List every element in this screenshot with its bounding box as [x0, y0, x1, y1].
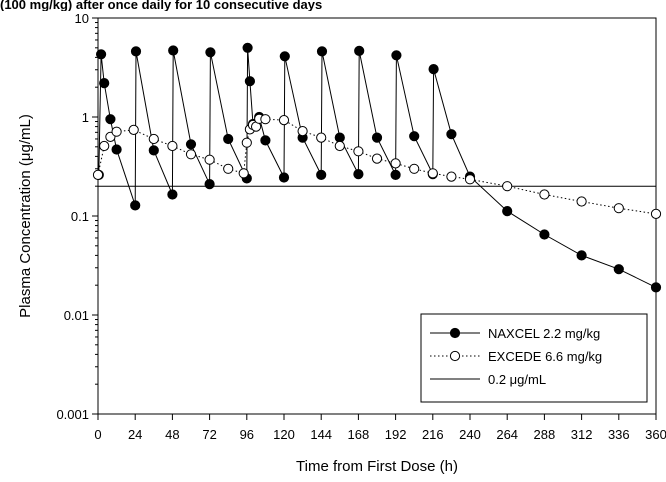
naxcel-point: [316, 46, 328, 57]
naxcel-point: [428, 64, 439, 75]
naxcel-point: [105, 114, 116, 125]
naxcel-point: [371, 132, 383, 143]
naxcel-point: [168, 45, 179, 56]
x-tick-label: 24: [128, 427, 142, 442]
x-tick-label: 0: [94, 427, 101, 442]
excede-point: [650, 208, 662, 219]
naxcel-point: [204, 179, 215, 190]
excede-point: [148, 133, 159, 145]
excede-point: [576, 196, 587, 207]
x-tick-label: 144: [310, 427, 332, 442]
naxcel-point: [260, 135, 271, 146]
excede-point: [539, 189, 550, 200]
x-tick-label: 72: [202, 427, 216, 442]
naxcel-point: [278, 172, 290, 183]
legend-label: NAXCEL 2.2 mg/kg: [488, 326, 600, 341]
excede-point: [241, 137, 252, 148]
naxcel-point: [502, 206, 513, 217]
legend-marker: [449, 350, 461, 362]
naxcel-point: [130, 46, 142, 57]
excede-point: [316, 132, 327, 143]
x-tick-label: 168: [348, 427, 370, 442]
naxcel-point: [334, 132, 345, 143]
naxcel-point: [223, 133, 234, 145]
excede-point: [111, 126, 122, 137]
y-tick-label: 0.001: [56, 407, 89, 422]
excede-point: [297, 126, 308, 137]
naxcel-point: [96, 49, 107, 60]
naxcel-point: [242, 42, 253, 53]
naxcel-point: [244, 76, 255, 87]
caption-fragment: (100 mg/kg) after once daily for 10 cons…: [0, 0, 323, 11]
legend-marker: [449, 327, 461, 339]
excede-point: [353, 146, 364, 157]
naxcel-point: [391, 50, 402, 61]
x-tick-label: 48: [165, 427, 179, 442]
x-tick-label: 216: [422, 427, 444, 442]
x-tick-label: 120: [273, 427, 295, 442]
excede-point: [371, 153, 383, 164]
x-tick-label: 312: [571, 427, 593, 442]
naxcel-point: [185, 139, 197, 150]
naxcel-point: [353, 169, 364, 180]
naxcel-point: [111, 144, 122, 155]
x-tick-label: 336: [608, 427, 630, 442]
excede-point: [464, 174, 476, 185]
naxcel-point: [316, 169, 327, 180]
excede-point: [613, 203, 624, 214]
naxcel-point: [539, 229, 550, 240]
y-axis-label: Plasma Concentration (μg/mL): [17, 114, 34, 318]
naxcel-point: [130, 200, 141, 211]
legend-label: 0.2 μg/mL: [488, 372, 546, 387]
excede-point: [334, 140, 345, 152]
naxcel-point: [650, 282, 662, 293]
legend: NAXCEL 2.2 mg/kg EXCEDE 6.6 mg/kg 0.2 μg/m…: [420, 313, 648, 403]
x-tick-label: 288: [534, 427, 556, 442]
excede-point: [204, 154, 215, 165]
naxcel-point: [613, 264, 624, 275]
x-tick-label: 192: [385, 427, 407, 442]
excede-point: [446, 171, 457, 182]
y-tick-label: 1: [82, 110, 89, 125]
y-tick-label: 10: [75, 11, 89, 26]
naxcel-point: [205, 47, 216, 58]
excede-point: [167, 140, 178, 152]
naxcel-point: [279, 51, 290, 62]
series-line: [98, 47, 657, 288]
naxcel-point: [167, 189, 178, 200]
naxcel-point: [390, 169, 401, 180]
excede-point: [223, 163, 234, 174]
excede-point: [409, 163, 420, 174]
naxcel-point: [99, 78, 110, 89]
y-tick-label: 0.1: [71, 209, 89, 224]
excede-point: [238, 168, 249, 179]
excede-point: [260, 114, 271, 125]
x-tick-label: 96: [240, 427, 254, 442]
legend-label: EXCEDE 6.6 mg/kg: [488, 349, 602, 364]
excede-point: [128, 124, 139, 135]
excede-point: [502, 181, 513, 192]
excede-point: [99, 140, 110, 152]
excede-point: [185, 149, 197, 160]
naxcel-point: [354, 45, 365, 57]
naxcel-point: [446, 129, 457, 140]
naxcel-point: [409, 131, 420, 142]
x-tick-label: 264: [496, 427, 518, 442]
y-tick-label: 0.01: [64, 308, 89, 323]
excede-point: [427, 168, 438, 179]
x-axis-label: Time from First Dose (h): [296, 458, 458, 475]
excede-point: [92, 169, 104, 180]
excede-point: [278, 115, 290, 126]
naxcel-point: [576, 250, 587, 261]
x-tick-label: 240: [459, 427, 481, 442]
naxcel-point: [148, 145, 159, 156]
x-tick-label: 360: [645, 427, 666, 442]
excede-point: [390, 158, 401, 169]
